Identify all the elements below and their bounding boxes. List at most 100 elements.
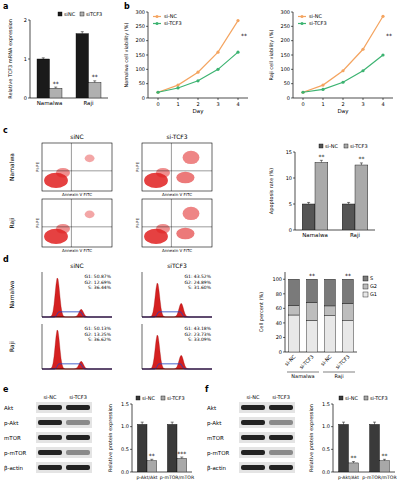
legend-label: si-NC xyxy=(345,395,359,401)
y-tick xyxy=(146,69,148,70)
legend-label: S xyxy=(370,275,373,281)
bar-segment xyxy=(307,302,318,320)
y-tick xyxy=(130,472,132,473)
phase-text: G1: 50.87% xyxy=(85,274,112,279)
blot-band xyxy=(269,450,293,455)
blot-band xyxy=(241,405,265,410)
y-tick xyxy=(130,404,132,405)
legend-swatch xyxy=(153,23,161,24)
y-tick-label: 0 xyxy=(279,349,282,355)
bar xyxy=(339,424,349,472)
flow-cluster xyxy=(85,155,95,163)
flow-frame xyxy=(42,199,112,247)
legend-marker xyxy=(301,22,304,25)
blot-band xyxy=(66,465,90,470)
y-tick-label: 0 xyxy=(289,227,292,233)
marker xyxy=(381,15,384,18)
row-label: Raji xyxy=(8,217,16,228)
y-tick-label: 100 xyxy=(272,276,282,282)
y-tick xyxy=(291,26,293,27)
legend-swatch xyxy=(153,16,161,17)
phase-text: G2: 24.89% xyxy=(185,280,212,285)
y-tick xyxy=(283,337,285,338)
blot-band xyxy=(269,405,293,410)
error-cap xyxy=(352,461,355,462)
y-tick-label: 1 xyxy=(24,56,27,62)
error-cap xyxy=(342,422,345,423)
blot-band xyxy=(38,405,62,410)
error-bar xyxy=(353,462,354,463)
legend-swatch xyxy=(344,144,348,148)
panel-label: f xyxy=(205,385,209,394)
error-bar xyxy=(348,202,349,204)
figure: abcdef012Relative TCF3 mRNA expressionNa… xyxy=(0,0,402,500)
blot-row-label: mTOR xyxy=(207,435,224,441)
g2-peak xyxy=(42,309,112,317)
bar xyxy=(76,34,88,98)
legend-swatch xyxy=(298,23,306,24)
y-tick-label: 20 xyxy=(276,334,282,340)
marker xyxy=(236,19,239,22)
blot-band xyxy=(66,450,90,455)
phase-text: S: 36.44% xyxy=(88,285,112,290)
x-tick-label: p-mTOR/mTOR xyxy=(362,475,397,480)
bar-segment xyxy=(325,316,336,352)
s-phase-curve xyxy=(142,364,212,369)
phase-text: S: 31.60% xyxy=(188,285,212,290)
y-tick-label: 15 xyxy=(286,149,292,155)
x-tick-label: 3 xyxy=(361,101,364,107)
y-tick xyxy=(331,449,333,450)
flow-cluster xyxy=(56,168,70,178)
y-tick-label: 250 xyxy=(135,23,145,29)
flow-x-label: Annexin V FITC xyxy=(162,192,192,197)
quadrant-line xyxy=(42,226,112,227)
x-tick-label: Raji xyxy=(83,100,94,107)
legend-label: si-NC xyxy=(309,13,323,19)
error-bar xyxy=(172,422,173,424)
marker xyxy=(361,69,364,72)
error-cap xyxy=(180,457,183,458)
significance: ** xyxy=(149,452,155,459)
x-axis-label: Day xyxy=(338,108,350,115)
x-tick-label: Namalwa xyxy=(37,100,63,106)
y-tick xyxy=(130,426,132,427)
blot-band xyxy=(241,450,265,455)
legend-label: G1 xyxy=(370,291,377,297)
line xyxy=(303,55,383,92)
bar xyxy=(147,461,157,472)
y-axis-line xyxy=(132,404,133,472)
blot-background xyxy=(239,432,295,443)
legend-label: si-TCF3 xyxy=(309,20,327,26)
phase-text: G2: 12.69% xyxy=(85,280,112,285)
y-tick xyxy=(28,59,30,60)
y-tick-label: 0 xyxy=(287,95,290,101)
phase-text: G2: 13.25% xyxy=(85,332,112,337)
error-bar xyxy=(94,81,95,83)
plot-area xyxy=(301,15,384,94)
x-tick-label: si-NC xyxy=(283,353,297,367)
y-tick xyxy=(291,98,293,99)
blot-band xyxy=(38,450,62,455)
quadrant-line xyxy=(171,143,172,191)
g1-peak xyxy=(142,283,212,317)
error-bar xyxy=(384,459,385,460)
marker xyxy=(216,51,219,54)
panel-label: a xyxy=(3,2,8,11)
marker xyxy=(341,69,344,72)
significance: ** xyxy=(358,155,364,162)
error-bar xyxy=(343,422,344,424)
lane-label: si-TCF3 xyxy=(272,394,290,400)
y-tick xyxy=(28,20,30,21)
significance: ** xyxy=(53,80,59,87)
y-tick xyxy=(146,40,148,41)
y-tick xyxy=(331,472,333,473)
blot-background xyxy=(239,402,295,413)
legend-label: si-NC xyxy=(164,13,178,19)
x-tick-label: 2 xyxy=(196,101,199,107)
g1-peak xyxy=(142,335,212,369)
blot-row-label: p-mTOR xyxy=(4,450,27,457)
blot-row-label: Akt xyxy=(4,405,14,411)
phase-text: S: 33.09% xyxy=(188,337,212,342)
y-tick-label: 100 xyxy=(135,66,145,72)
y-axis-label: Apoptosis rate (%) xyxy=(268,168,275,214)
